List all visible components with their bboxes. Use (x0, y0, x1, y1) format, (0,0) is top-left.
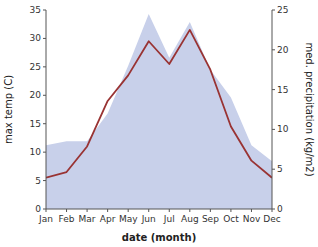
y-tick-label: 30 (30, 33, 42, 43)
y2-axis-line (272, 10, 273, 209)
precipitation-area (46, 14, 272, 209)
y2-tick (272, 169, 275, 170)
temperature-line (46, 30, 272, 178)
y-tick-label: 25 (30, 62, 41, 72)
x-tick-label: Dec (263, 214, 280, 224)
x-tick (148, 209, 149, 212)
y2-tick-label: 0 (277, 204, 283, 214)
x-tick-label: Feb (59, 214, 75, 224)
y2-tick-label: 25 (277, 5, 288, 15)
y2-tick (272, 49, 275, 50)
y2-tick-label: 15 (277, 85, 288, 95)
y-tick-label: 10 (30, 147, 42, 157)
y2-axis-label: med. precipitation (kg/m2) (304, 42, 315, 176)
y-tick (43, 38, 46, 39)
axes: JanFebMarAprMayJunJulAugSepOctNovDec0510… (30, 5, 289, 224)
y2-tick-label: 20 (277, 45, 289, 55)
y-tick (43, 209, 46, 210)
x-tick (210, 209, 211, 212)
y-axis-line (46, 10, 47, 209)
y2-tick (272, 89, 275, 90)
x-tick (66, 209, 67, 212)
plot-area (46, 14, 272, 209)
y-tick (43, 123, 46, 124)
y-axis-label: max temp (C) (3, 75, 14, 144)
y2-tick (272, 209, 275, 210)
x-tick (169, 209, 170, 212)
x-tick-label: Sep (202, 214, 219, 224)
y-tick (43, 10, 46, 11)
x-tick-label: Apr (100, 214, 116, 224)
y-tick-label: 35 (30, 5, 41, 15)
x-tick-label: Mar (79, 214, 96, 224)
y-tick (43, 180, 46, 181)
y-tick-label: 15 (30, 119, 41, 129)
x-axis-line (46, 209, 272, 210)
x-tick-label: Aug (181, 214, 199, 224)
y-tick (43, 152, 46, 153)
y2-tick-label: 5 (277, 164, 283, 174)
x-tick (251, 209, 252, 212)
x-tick-label: Oct (223, 214, 239, 224)
x-tick (189, 209, 190, 212)
y2-tick (272, 10, 275, 11)
y-tick-label: 20 (30, 90, 42, 100)
x-tick-label: Nov (243, 214, 261, 224)
y-tick (43, 66, 46, 67)
y2-tick-label: 10 (277, 124, 289, 134)
x-tick-label: Jun (141, 214, 156, 224)
y2-tick (272, 129, 275, 130)
x-tick (107, 209, 108, 212)
x-tick-label: Jul (163, 214, 175, 224)
x-tick-label: May (119, 214, 138, 224)
y-tick-label: 5 (35, 176, 41, 186)
x-axis-label: date (month) (122, 232, 196, 243)
chart: JanFebMarAprMayJunJulAugSepOctNovDec0510… (0, 0, 318, 247)
y-tick (43, 95, 46, 96)
x-tick-label: Jan (38, 214, 53, 224)
x-tick (87, 209, 88, 212)
x-tick (128, 209, 129, 212)
x-tick (230, 209, 231, 212)
y-tick-label: 0 (35, 204, 41, 214)
